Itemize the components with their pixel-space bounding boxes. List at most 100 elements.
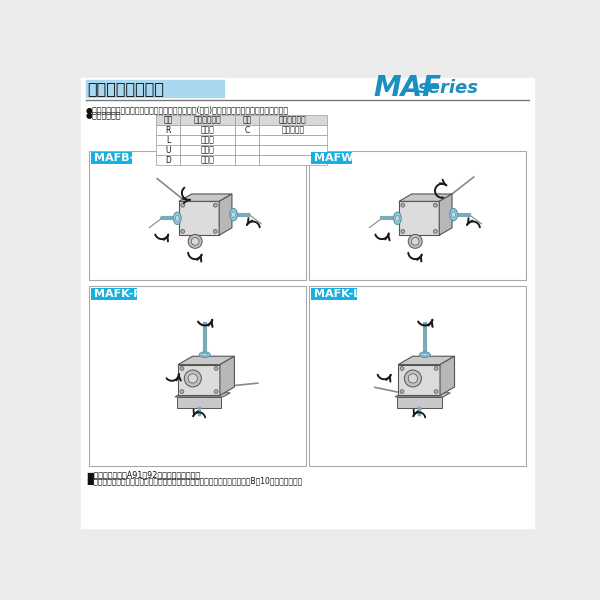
Bar [259, 155, 327, 165]
Polygon shape [395, 393, 451, 397]
Circle shape [434, 389, 438, 394]
Bar [91, 152, 131, 164]
Polygon shape [399, 202, 439, 235]
Bar [176, 397, 221, 408]
Bar [89, 151, 306, 280]
Circle shape [214, 229, 217, 233]
Bar [235, 135, 259, 145]
Circle shape [188, 235, 202, 248]
Ellipse shape [395, 215, 400, 221]
Circle shape [214, 367, 218, 370]
Ellipse shape [175, 215, 179, 221]
Bar [259, 115, 327, 125]
Text: 上　側: 上 側 [200, 146, 214, 155]
Polygon shape [179, 194, 232, 202]
Ellipse shape [450, 208, 457, 221]
Bar [179, 135, 235, 145]
Bar [259, 125, 327, 135]
Ellipse shape [394, 212, 401, 224]
Ellipse shape [202, 353, 208, 356]
Text: 左　側: 左 側 [200, 136, 214, 145]
Circle shape [400, 367, 404, 370]
Text: L: L [166, 136, 170, 145]
Circle shape [181, 203, 185, 207]
Text: ■軸配置の詳細はA91・92を参照して下さい。: ■軸配置の詳細はA91・92を参照して下さい。 [86, 470, 200, 479]
Circle shape [412, 238, 419, 245]
Bar [235, 155, 259, 165]
Circle shape [180, 367, 184, 370]
Bar [91, 287, 137, 300]
Text: ●軸配置は入力軸またはモータを手前にして出力軸(青色)の出ている方向で決定して下さい。: ●軸配置は入力軸またはモータを手前にして出力軸(青色)の出ている方向で決定して下… [86, 105, 289, 114]
Circle shape [433, 229, 437, 233]
Text: 出力軸両軸: 出力軸両軸 [281, 125, 304, 134]
Bar [235, 115, 259, 125]
Polygon shape [398, 356, 455, 365]
Polygon shape [219, 194, 232, 235]
Ellipse shape [452, 212, 455, 218]
Circle shape [404, 370, 421, 387]
Text: U: U [165, 146, 171, 155]
Bar [309, 151, 526, 280]
Ellipse shape [422, 353, 428, 356]
Text: 軸配置と回転方向: 軸配置と回転方向 [88, 80, 164, 95]
Text: 記号: 記号 [163, 116, 173, 125]
Text: R: R [166, 125, 170, 134]
Polygon shape [220, 356, 235, 395]
Circle shape [180, 389, 184, 394]
Circle shape [401, 229, 405, 233]
Circle shape [434, 367, 438, 370]
Text: 出力軸の方向: 出力軸の方向 [194, 116, 221, 125]
Bar [235, 145, 259, 155]
Circle shape [408, 374, 418, 383]
Polygon shape [175, 393, 230, 397]
Polygon shape [439, 194, 452, 235]
Bar [235, 125, 259, 135]
Bar [311, 152, 352, 164]
Bar [89, 286, 306, 466]
Polygon shape [179, 202, 219, 235]
Bar [397, 397, 442, 408]
Circle shape [214, 389, 218, 394]
Bar [259, 145, 327, 155]
Ellipse shape [230, 208, 238, 221]
Circle shape [408, 235, 422, 248]
Text: MAF: MAF [373, 74, 442, 102]
Polygon shape [178, 365, 220, 395]
Text: MAFB-C: MAFB-C [94, 153, 142, 163]
Bar [157, 125, 179, 135]
Bar [157, 115, 179, 125]
Bar [157, 155, 179, 165]
Ellipse shape [173, 212, 181, 224]
Ellipse shape [232, 212, 235, 218]
Bar [179, 145, 235, 155]
Polygon shape [399, 194, 452, 202]
Polygon shape [398, 365, 440, 395]
Text: 右　側: 右 側 [200, 125, 214, 134]
Text: MAFK-LC: MAFK-LC [314, 289, 368, 299]
Text: ■特殊な取付状態については、当社へお問い合わせ下さい。なお、参考としてB－10をご覧下さい。: ■特殊な取付状態については、当社へお問い合わせ下さい。なお、参考としてB－10を… [86, 476, 302, 485]
Bar [309, 286, 526, 466]
Circle shape [214, 203, 217, 207]
Bar [179, 115, 235, 125]
Circle shape [188, 374, 197, 383]
Circle shape [181, 229, 185, 233]
Circle shape [184, 370, 202, 387]
Circle shape [191, 238, 199, 245]
Text: series: series [418, 79, 479, 97]
Bar [179, 155, 235, 165]
Text: ●軸配置の記号: ●軸配置の記号 [86, 111, 121, 120]
Ellipse shape [419, 352, 430, 358]
Text: D: D [165, 155, 171, 164]
Text: C: C [244, 125, 250, 134]
Bar [86, 80, 224, 97]
Bar [179, 125, 235, 135]
Bar [311, 287, 358, 300]
Polygon shape [440, 356, 455, 395]
Text: MAFW-C: MAFW-C [314, 153, 365, 163]
Text: MAFK-RC: MAFK-RC [94, 289, 149, 299]
Bar [259, 135, 327, 145]
Polygon shape [178, 356, 235, 365]
Text: 下　側: 下 側 [200, 155, 214, 164]
Circle shape [433, 203, 437, 207]
Text: 記号: 記号 [242, 116, 251, 125]
